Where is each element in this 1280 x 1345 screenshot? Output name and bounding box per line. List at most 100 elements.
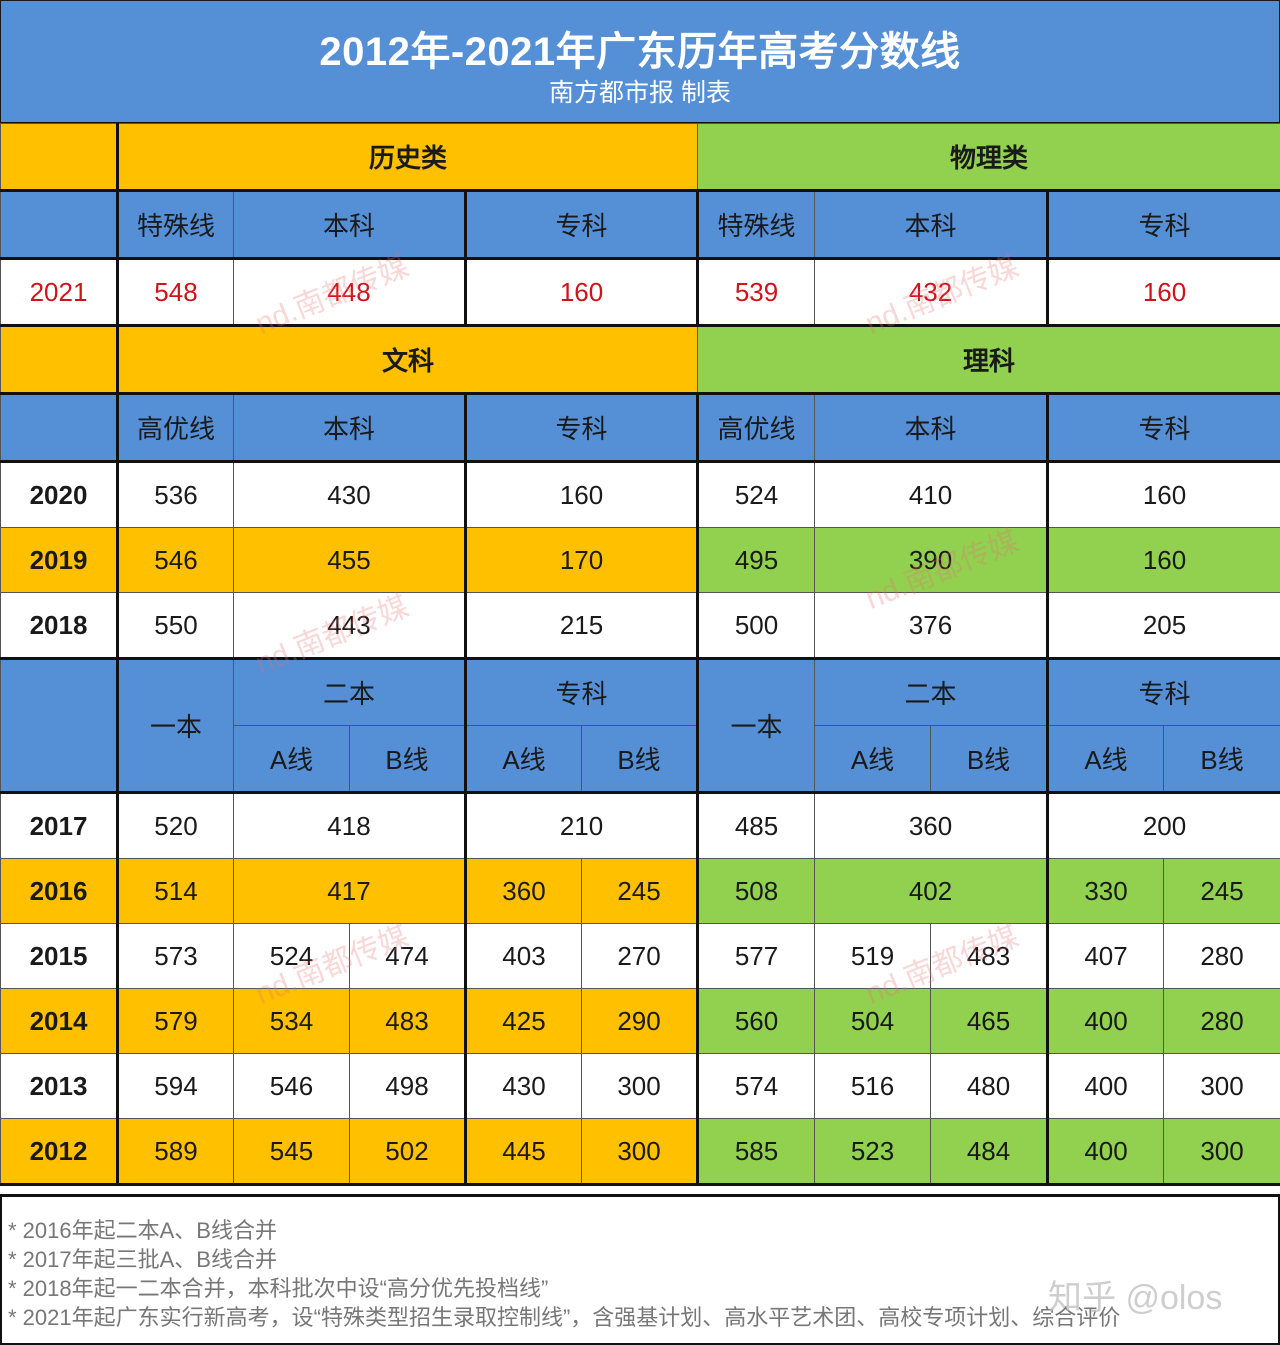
table-row-2018: 2018 550 443 215 500 376 205 xyxy=(1,593,1280,659)
col-header-a-line: A线 xyxy=(234,726,350,793)
col-header: 特殊线 xyxy=(118,191,234,259)
score-cell: 443 xyxy=(234,593,466,659)
table-row-2021: 2021 548 448 160 539 432 160 xyxy=(1,259,1280,326)
score-cell: 280 xyxy=(1164,989,1280,1054)
year-cell: 2014 xyxy=(1,989,118,1054)
col-header-a-line: A线 xyxy=(1048,726,1164,793)
score-cell: 400 xyxy=(1048,1119,1164,1185)
year-cell: 2016 xyxy=(1,859,118,924)
col-header: 本科 xyxy=(234,191,466,259)
score-cell: 280 xyxy=(1164,924,1280,989)
page-subtitle: 南方都市报 制表 xyxy=(1,73,1279,109)
year-cell: 2018 xyxy=(1,593,118,659)
score-cell: 594 xyxy=(118,1054,234,1119)
year-cell: 2017 xyxy=(1,793,118,859)
score-cell: 474 xyxy=(350,924,466,989)
score-cell: 480 xyxy=(931,1054,1048,1119)
col-header-erben: 二本 xyxy=(234,659,466,726)
score-cell: 546 xyxy=(234,1054,350,1119)
score-cell: 445 xyxy=(466,1119,582,1185)
col-header-b-line: B线 xyxy=(931,726,1048,793)
page-title: 2012年-2021年广东历年高考分数线 xyxy=(1,19,1279,77)
score-cell: 330 xyxy=(1048,859,1164,924)
year-cell: 2021 xyxy=(1,259,118,326)
score-cell: 430 xyxy=(466,1054,582,1119)
score-cell: 589 xyxy=(118,1119,234,1185)
score-cell: 498 xyxy=(350,1054,466,1119)
col-header: 专科 xyxy=(1048,191,1280,259)
header-row-2021: 特殊线 本科 专科 特殊线 本科 专科 xyxy=(1,191,1280,259)
score-cell: 160 xyxy=(1048,259,1280,326)
score-cell: 300 xyxy=(582,1119,698,1185)
score-cell: 500 xyxy=(698,593,815,659)
score-cell: 417 xyxy=(234,859,466,924)
col-header: 高优线 xyxy=(698,394,815,462)
score-cell: 465 xyxy=(931,989,1048,1054)
table-row-2014: 2014 579 534 483 425 290 560 504 465 400… xyxy=(1,989,1280,1054)
score-cell: 534 xyxy=(234,989,350,1054)
score-cell: 550 xyxy=(118,593,234,659)
score-cell: 170 xyxy=(466,528,698,593)
table-row-2019: 2019 546 455 170 495 390 160 xyxy=(1,528,1280,593)
score-cell: 448 xyxy=(234,259,466,326)
corner-cell xyxy=(1,394,118,462)
category-physics: 物理类 xyxy=(698,124,1280,191)
corner-cell xyxy=(1,659,118,793)
score-cell: 360 xyxy=(466,859,582,924)
score-cell: 290 xyxy=(582,989,698,1054)
col-header-erben: 二本 xyxy=(815,659,1048,726)
col-header-zhuanke: 专科 xyxy=(466,659,698,726)
score-cell: 574 xyxy=(698,1054,815,1119)
score-cell: 579 xyxy=(118,989,234,1054)
col-header-yiben: 一本 xyxy=(698,659,815,793)
col-header: 本科 xyxy=(234,394,466,462)
score-cell: 400 xyxy=(1048,1054,1164,1119)
score-cell: 483 xyxy=(350,989,466,1054)
score-cell: 484 xyxy=(931,1119,1048,1185)
footnote: * 2017年起三批A、B线合并 xyxy=(8,1242,277,1274)
score-cell: 160 xyxy=(466,259,698,326)
score-cell: 519 xyxy=(815,924,931,989)
header-row-2017-top: 一本 二本 专科 一本 二本 专科 xyxy=(1,659,1280,726)
score-cell: 546 xyxy=(118,528,234,593)
score-cell: 215 xyxy=(466,593,698,659)
score-cell: 400 xyxy=(1048,989,1164,1054)
score-cell: 573 xyxy=(118,924,234,989)
score-cell: 545 xyxy=(234,1119,350,1185)
score-table: 历史类 物理类 特殊线 本科 专科 特殊线 本科 专科 2021 548 448… xyxy=(0,123,1280,1186)
score-cell: 485 xyxy=(698,793,815,859)
score-cell: 407 xyxy=(1048,924,1164,989)
score-cell: 205 xyxy=(1048,593,1280,659)
score-cell: 504 xyxy=(815,989,931,1054)
score-cell: 160 xyxy=(1048,528,1280,593)
year-cell: 2019 xyxy=(1,528,118,593)
score-cell: 300 xyxy=(582,1054,698,1119)
score-cell: 524 xyxy=(234,924,350,989)
score-cell: 300 xyxy=(1164,1119,1280,1185)
score-cell: 432 xyxy=(815,259,1048,326)
score-cell: 418 xyxy=(234,793,466,859)
header-row-2020: 高优线 本科 专科 高优线 本科 专科 xyxy=(1,394,1280,462)
score-cell: 577 xyxy=(698,924,815,989)
corner-cell xyxy=(1,124,118,191)
score-cell: 210 xyxy=(466,793,698,859)
score-cell: 560 xyxy=(698,989,815,1054)
score-cell: 524 xyxy=(698,462,815,528)
table-row-2012: 2012 589 545 502 445 300 585 523 484 400… xyxy=(1,1119,1280,1185)
score-cell: 402 xyxy=(815,859,1048,924)
score-cell: 495 xyxy=(698,528,815,593)
title-banner: 2012年-2021年广东历年高考分数线 南方都市报 制表 xyxy=(0,0,1280,125)
footnote: * 2018年起一二本合并，本科批次中设“高分优先投档线” xyxy=(8,1271,548,1303)
score-cell: 425 xyxy=(466,989,582,1054)
category-liberal-arts: 文科 xyxy=(118,326,698,394)
score-cell: 516 xyxy=(815,1054,931,1119)
score-cell: 548 xyxy=(118,259,234,326)
col-header-b-line: B线 xyxy=(1164,726,1280,793)
zhihu-watermark: 知乎 @olos xyxy=(1048,1270,1222,1319)
table-row-2020: 2020 536 430 160 524 410 160 xyxy=(1,462,1280,528)
col-header: 高优线 xyxy=(118,394,234,462)
col-header-a-line: A线 xyxy=(815,726,931,793)
col-header: 专科 xyxy=(466,394,698,462)
score-cell: 245 xyxy=(1164,859,1280,924)
score-cell: 585 xyxy=(698,1119,815,1185)
